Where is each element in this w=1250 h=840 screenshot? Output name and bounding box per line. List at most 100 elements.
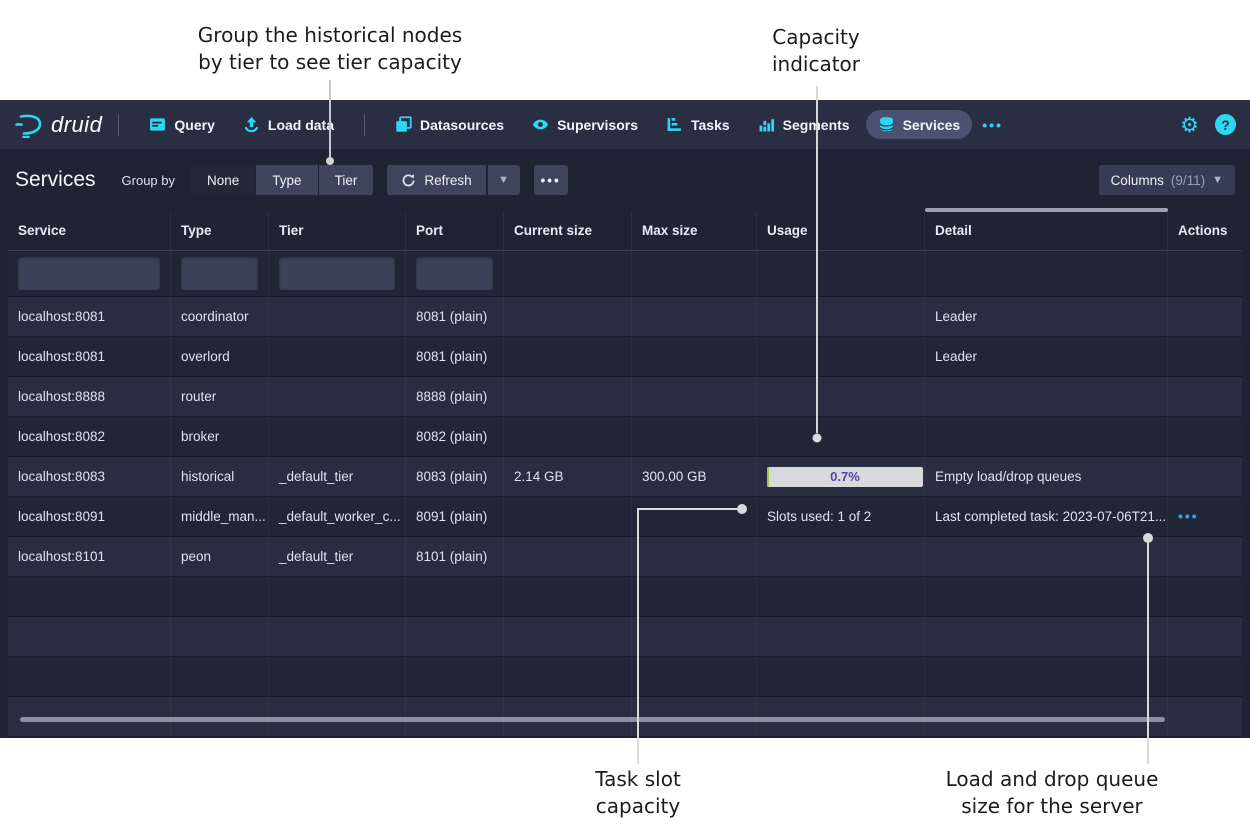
brand-name: druid	[51, 111, 103, 137]
nav-item-tasks[interactable]: Tasks	[654, 110, 742, 139]
annotation-group-by-tier: Group the historical nodes by tier to se…	[150, 22, 510, 76]
cell-actions	[1168, 457, 1242, 496]
cell-port: 8101 (plain)	[406, 537, 504, 576]
filter-input-tier[interactable]	[279, 257, 395, 290]
chevron-down-icon: ▼	[1212, 174, 1223, 186]
navbar-overflow-icon[interactable]: •••	[982, 116, 1003, 133]
empty-cell	[269, 657, 406, 696]
empty-cell	[632, 657, 757, 696]
cell-actions	[1168, 417, 1242, 456]
cell-current-size	[504, 417, 632, 456]
nav-item-label: Services	[902, 116, 961, 133]
nav-item-load-data[interactable]: Load data	[231, 110, 346, 139]
empty-cell	[171, 697, 269, 736]
gantt-icon	[666, 116, 683, 133]
top-navbar: druid Query Load data Datasources Superviso…	[0, 100, 1250, 149]
filter-cell-usage	[757, 251, 925, 296]
cell-max-size	[632, 417, 757, 456]
console-icon	[149, 116, 166, 133]
cell-service: localhost:8091	[8, 497, 171, 536]
empty-cell	[925, 617, 1168, 656]
empty-cell	[757, 617, 925, 656]
column-header-port[interactable]: Port	[406, 212, 504, 250]
cell-actions	[1168, 297, 1242, 336]
filter-input-port[interactable]	[416, 257, 493, 290]
refresh-interval-caret-button[interactable]: ▼	[487, 165, 520, 195]
row-actions-icon[interactable]: •••	[1178, 508, 1199, 524]
annotation-line-1: Load and drop queue	[945, 767, 1159, 791]
column-header-type[interactable]: Type	[171, 212, 269, 250]
column-header-tier[interactable]: Tier	[269, 212, 406, 250]
filter-input-service[interactable]	[18, 257, 160, 290]
nav-item-query[interactable]: Query	[137, 110, 226, 139]
column-header-service[interactable]: Service	[8, 212, 171, 250]
refresh-button[interactable]: Refresh	[387, 165, 486, 195]
nav-item-services[interactable]: Services	[865, 110, 973, 139]
controls-bar: Services Group by None Type Tier Refresh ▼…	[0, 149, 1250, 211]
cell-usage	[757, 537, 925, 576]
cell-port: 8082 (plain)	[406, 417, 504, 456]
table-row: localhost:8081 overlord 8081 (plain) Leader	[8, 337, 1242, 377]
columns-selector-button[interactable]: Columns (9/11) ▼	[1098, 165, 1235, 195]
nav-item-label: Segments	[782, 116, 850, 133]
filter-cell-type	[171, 251, 269, 296]
nav-item-label: Tasks	[691, 116, 730, 133]
column-header-actions[interactable]: Actions	[1178, 223, 1228, 238]
annotation-line-1: Task slot	[595, 767, 681, 791]
cell-tier	[269, 337, 406, 376]
database-icon	[878, 116, 895, 133]
empty-cell	[269, 617, 406, 656]
datasources-icon	[395, 116, 412, 133]
cell-service: localhost:8083	[8, 457, 171, 496]
group-by-type-button[interactable]: Type	[256, 165, 318, 195]
column-header-detail[interactable]: Detail	[925, 212, 1168, 250]
cell-port: 8091 (plain)	[406, 497, 504, 536]
druid-logo[interactable]: druid	[14, 112, 102, 138]
navbar-divider	[364, 113, 366, 136]
empty-cell	[171, 617, 269, 656]
empty-cell	[269, 697, 406, 736]
nav-item-label: Load data	[267, 116, 335, 133]
empty-cell	[757, 697, 925, 736]
nav-item-datasources[interactable]: Datasources	[383, 110, 516, 139]
empty-cell	[504, 657, 632, 696]
nav-item-label: Datasources	[420, 116, 505, 133]
empty-cell	[8, 697, 171, 736]
horizontal-scrollbar-bottom[interactable]	[20, 717, 1165, 722]
horizontal-scrollbar-top[interactable]	[925, 208, 1168, 212]
nav-item-segments[interactable]: Segments	[746, 110, 862, 139]
nav-item-supervisors[interactable]: Supervisors	[520, 110, 650, 139]
filter-input-type[interactable]	[181, 257, 258, 290]
help-icon[interactable]: ?	[1215, 114, 1236, 135]
annotation-line-2: size for the server	[961, 794, 1143, 818]
empty-cell	[1168, 577, 1242, 616]
empty-table-row	[8, 577, 1242, 617]
empty-cell	[925, 657, 1168, 696]
services-table: Service Type Tier Port Current size Max size U…	[8, 212, 1242, 737]
empty-cell	[8, 657, 171, 696]
column-header-usage[interactable]: Usage	[757, 212, 925, 250]
column-header-current-size[interactable]: Current size	[504, 212, 632, 250]
cell-current-size	[504, 297, 632, 336]
annotation-line-2: indicator	[771, 52, 861, 76]
cell-usage: 0.7%	[757, 457, 925, 496]
nav-item-label: Supervisors	[557, 116, 638, 133]
cell-detail: Leader	[925, 297, 1168, 336]
annotation-line-1: Capacity	[772, 25, 860, 49]
more-actions-button[interactable]: •••	[533, 165, 568, 195]
empty-cell	[8, 617, 171, 656]
settings-gear-icon[interactable]: ⚙	[1180, 112, 1199, 137]
group-by-tier-button[interactable]: Tier	[318, 165, 374, 195]
cell-actions	[1168, 537, 1242, 576]
nav-item-label: Query	[174, 116, 215, 133]
empty-cell	[1168, 697, 1242, 736]
filter-cell-current-size	[504, 251, 632, 296]
annotation-line-1: Group the historical nodes	[197, 23, 463, 47]
column-header-max-size[interactable]: Max size	[632, 212, 757, 250]
cell-type: router	[171, 377, 269, 416]
cell-max-size	[632, 497, 757, 536]
cell-tier	[269, 297, 406, 336]
cell-detail: Last completed task: 2023-07-06T21...	[925, 497, 1168, 536]
group-by-none-button[interactable]: None	[191, 165, 256, 195]
